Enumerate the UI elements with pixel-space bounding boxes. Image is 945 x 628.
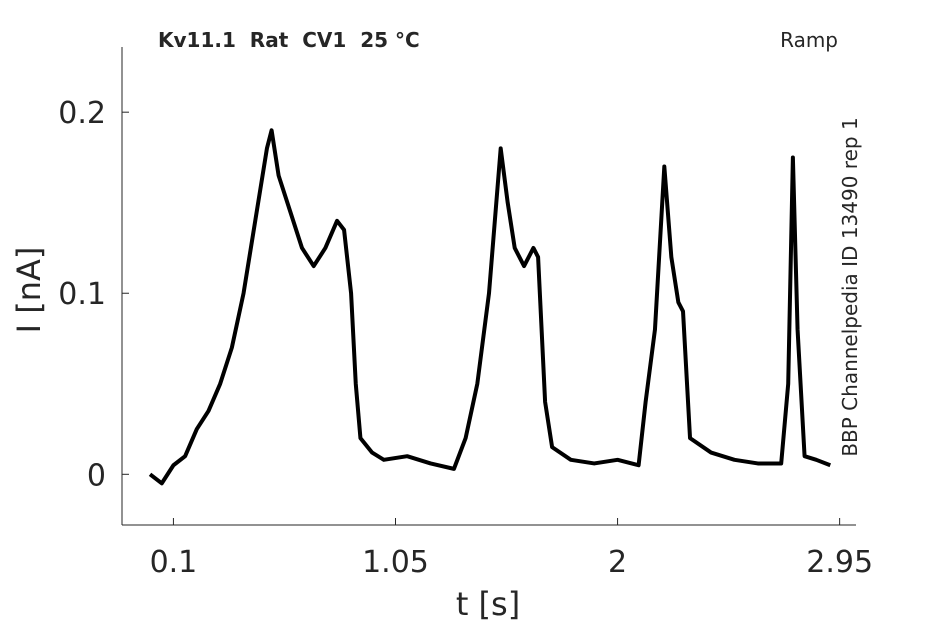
y-tick-label: 0 [87, 458, 106, 493]
chart-title: Kv11.1 Rat CV1 25 °C [158, 28, 420, 52]
x-tick-label: 1.05 [362, 545, 429, 580]
y-tick-label: 0.2 [58, 96, 106, 131]
y-axis-label: I [nA] [10, 247, 48, 334]
line-series [148, 128, 832, 486]
x-tick-label: 2.95 [806, 545, 873, 580]
x-tick-label: 0.1 [150, 545, 198, 580]
y-tick-label: 0.1 [58, 277, 106, 312]
annotation: BBP Channelpedia ID 13490 rep 1 [838, 117, 862, 456]
chart-subtitle: Ramp [780, 28, 838, 52]
x-axis-label: t [s] [456, 585, 520, 623]
x-tick-label: 2 [608, 545, 627, 580]
